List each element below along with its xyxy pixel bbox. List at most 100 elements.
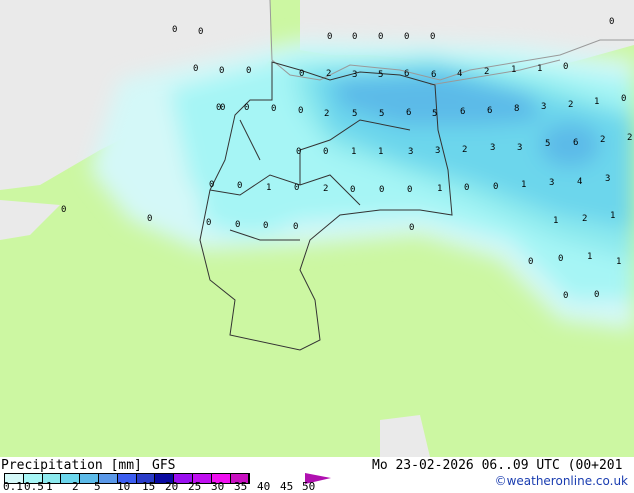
grid-value: 0	[464, 183, 470, 193]
grid-value: 0	[220, 103, 226, 113]
grid-value: 1	[521, 180, 527, 190]
grid-value: 1	[378, 147, 384, 157]
grid-value: 0	[563, 291, 569, 301]
grid-value: 2	[568, 100, 574, 110]
grid-value: 0	[219, 66, 225, 76]
valid-datetime: Mo 23-02-2026 06..09 UTC (00+201	[372, 458, 623, 473]
legend-tick: 15	[142, 480, 156, 493]
legend-swatch	[23, 474, 43, 483]
grid-value: 0	[407, 185, 413, 195]
grid-value: 1	[594, 97, 600, 107]
grid-value: 3	[517, 143, 523, 153]
grid-value: 0	[147, 214, 153, 224]
copyright-link[interactable]: ©weatheronline.co.uk	[494, 474, 628, 488]
grid-value: 0	[193, 64, 199, 74]
grid-value: 0	[198, 27, 204, 37]
grid-value: 0	[61, 205, 67, 215]
grid-value: 0	[216, 103, 222, 113]
grid-value: 0	[409, 223, 415, 233]
grid-value: 0	[621, 94, 627, 104]
legend-swatch	[211, 474, 231, 483]
grid-value: 0	[293, 222, 299, 232]
grid-value: 0	[237, 181, 243, 191]
legend-tick: 0.1	[3, 480, 23, 493]
legend-swatch	[61, 474, 81, 483]
grid-value: 1	[351, 147, 357, 157]
grid-value: 2	[627, 133, 633, 143]
grid-value: 0	[206, 218, 212, 228]
grid-value: 0	[172, 25, 178, 35]
grid-value: 0	[528, 257, 534, 267]
grid-value: 4	[457, 69, 463, 79]
legend-swatch	[136, 474, 156, 483]
legend-tick: 50	[302, 480, 316, 493]
precip-field	[90, 40, 634, 330]
grid-value: 2	[323, 184, 329, 194]
germany-border	[199, 61, 453, 351]
legend-swatch	[230, 474, 250, 483]
grid-value: 3	[490, 143, 496, 153]
legend-tick: 5	[94, 480, 101, 493]
grid-value: 0	[350, 185, 356, 195]
legend-swatch	[192, 474, 212, 483]
legend-tick: 1	[46, 480, 53, 493]
grid-value: 0	[246, 66, 252, 76]
legend-tick: 0.5	[24, 480, 44, 493]
grid-value: 0	[594, 290, 600, 300]
grid-value: 0	[263, 221, 269, 231]
legend-swatch	[80, 474, 99, 483]
grid-value: 1	[587, 252, 593, 262]
grid-value: 6	[404, 69, 410, 79]
grid-value: 0	[235, 220, 241, 230]
legend-tick: 20	[165, 480, 179, 493]
grid-value: 0	[378, 32, 384, 42]
grid-value: 0	[404, 32, 410, 42]
grid-value: 2	[462, 145, 468, 155]
grid-value: 0	[271, 104, 277, 114]
grid-value: 3	[352, 70, 358, 80]
grid-value: 4	[577, 177, 583, 187]
legend-tick: 2	[72, 480, 79, 493]
legend-swatch	[5, 474, 24, 483]
grid-value: 1	[437, 184, 443, 194]
grid-value: 2	[324, 109, 330, 119]
legend-tick: 40	[257, 480, 271, 493]
grid-value: 0	[244, 103, 250, 113]
grid-value: 2	[484, 67, 490, 77]
grid-value: 5	[432, 109, 438, 119]
grid-value: 1	[610, 211, 616, 221]
grid-value: 6	[460, 107, 466, 117]
grid-value: 0	[294, 183, 300, 193]
grid-value: 0	[430, 32, 436, 42]
grid-value: 3	[541, 102, 547, 112]
grid-value: 0	[558, 254, 564, 264]
legend-swatch	[174, 474, 193, 483]
grid-value: 5	[379, 109, 385, 119]
grid-value: 0	[296, 147, 302, 157]
legend-colorbar	[4, 473, 251, 484]
model-name: GFS	[152, 458, 176, 473]
grid-value: 2	[600, 135, 606, 145]
legend-tick: 35	[234, 480, 248, 493]
grid-value: 0	[609, 17, 615, 27]
grid-value: 5	[352, 109, 358, 119]
grid-value: 1	[616, 257, 622, 267]
grid-value: 0	[327, 32, 333, 42]
map-title: Precipitation [mm]	[1, 458, 142, 473]
grid-value: 6	[487, 106, 493, 116]
legend-swatch	[98, 474, 118, 483]
grid-value: 0	[299, 69, 305, 79]
grid-value: 1	[266, 183, 272, 193]
grid-value: 0	[209, 180, 215, 190]
legend-tick: 25	[188, 480, 202, 493]
grid-value: 5	[378, 70, 384, 80]
grid-value: 3	[605, 174, 611, 184]
legend-tick: 45	[280, 480, 294, 493]
legend-swatch	[42, 474, 62, 483]
grid-value: 5	[545, 139, 551, 149]
grid-value: 0	[563, 62, 569, 72]
grid-value: 2	[582, 214, 588, 224]
grid-value: 0	[298, 106, 304, 116]
grid-value: 0	[352, 32, 358, 42]
grid-value: 6	[406, 108, 412, 118]
